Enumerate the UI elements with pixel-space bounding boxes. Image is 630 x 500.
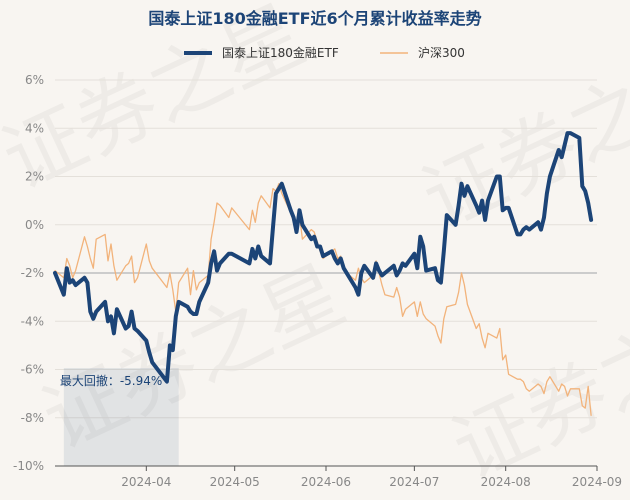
max-drawdown-shade bbox=[63, 368, 179, 466]
y-tick-label: -2% bbox=[21, 266, 44, 280]
x-axis-ticks: 2024-04 2024-05 2024-06 2024-07 2024-08 2024-… bbox=[121, 466, 622, 489]
watermark-text-3: 证券之星 bbox=[409, 28, 630, 248]
series-line-etf bbox=[53, 131, 594, 384]
x-tick-label: 2024-05 bbox=[210, 475, 260, 489]
x-tick-label: 2024-09 bbox=[572, 475, 622, 489]
x-tick-label: 2024-06 bbox=[301, 475, 351, 489]
y-tick-label: -4% bbox=[21, 314, 44, 328]
x-tick-label: 2024-07 bbox=[389, 475, 439, 489]
series-layer bbox=[53, 131, 594, 416]
x-tick-label: 2024-04 bbox=[121, 475, 171, 489]
y-tick-label: -8% bbox=[21, 411, 44, 425]
y-tick-label: 4% bbox=[25, 121, 44, 135]
max-drawdown-label: 最大回撤：-5.94% bbox=[60, 373, 162, 388]
y-tick-label: 2% bbox=[25, 170, 44, 184]
chart-title: 国泰上证180金融ETF近6个月累计收益率走势 bbox=[148, 9, 481, 28]
legend-label-etf: 国泰上证180金融ETF bbox=[222, 45, 339, 60]
y-axis-ticks: 6% 4% 2% 0% -2% -4% -6% -8% -10% bbox=[13, 73, 44, 473]
series-line-hs300 bbox=[54, 183, 592, 416]
y-tick-label: -10% bbox=[13, 459, 44, 473]
legend: 国泰上证180金融ETF 沪深300 bbox=[184, 45, 465, 60]
max-drawdown-area bbox=[63, 368, 179, 466]
y-tick-label: -6% bbox=[21, 363, 44, 377]
x-tick-label: 2024-08 bbox=[481, 475, 531, 489]
y-tick-label: 6% bbox=[25, 73, 44, 87]
legend-label-hs300: 沪深300 bbox=[418, 46, 465, 60]
y-tick-label: 0% bbox=[25, 218, 44, 232]
